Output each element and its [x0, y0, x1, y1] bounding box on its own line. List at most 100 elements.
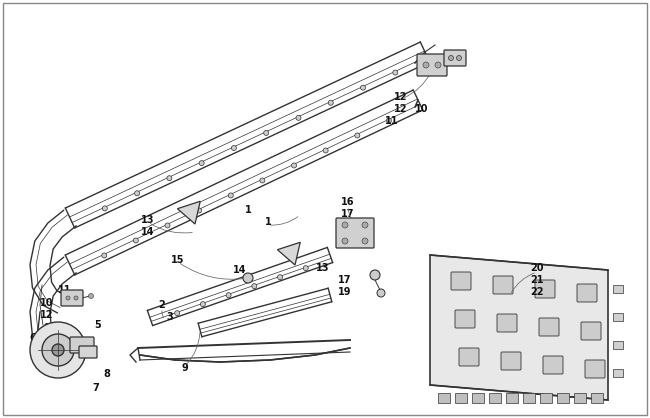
Circle shape	[243, 273, 253, 283]
Circle shape	[88, 293, 94, 298]
FancyBboxPatch shape	[79, 346, 97, 358]
Circle shape	[296, 115, 301, 120]
Text: 16: 16	[341, 197, 355, 207]
Circle shape	[370, 270, 380, 280]
Text: 11: 11	[58, 285, 72, 295]
Circle shape	[135, 191, 140, 196]
Bar	[523, 393, 535, 403]
Circle shape	[102, 206, 107, 211]
Circle shape	[328, 100, 333, 105]
FancyBboxPatch shape	[455, 310, 475, 328]
Bar	[472, 393, 484, 403]
FancyBboxPatch shape	[585, 360, 605, 378]
Text: 4: 4	[75, 340, 81, 350]
Circle shape	[66, 296, 70, 300]
FancyBboxPatch shape	[539, 318, 559, 336]
FancyBboxPatch shape	[61, 290, 83, 306]
Circle shape	[362, 238, 368, 244]
Text: 8: 8	[103, 369, 111, 379]
FancyBboxPatch shape	[501, 352, 521, 370]
FancyBboxPatch shape	[336, 218, 374, 248]
Text: 3: 3	[166, 312, 174, 322]
Text: 12: 12	[395, 92, 408, 102]
Circle shape	[377, 289, 385, 297]
FancyBboxPatch shape	[497, 314, 517, 332]
Bar	[613, 341, 623, 349]
Bar	[540, 393, 552, 403]
Circle shape	[52, 344, 64, 356]
Circle shape	[342, 238, 348, 244]
Text: 6: 6	[30, 333, 36, 343]
Text: 2: 2	[159, 300, 165, 310]
Text: 12: 12	[395, 104, 408, 114]
Text: 7: 7	[92, 383, 99, 393]
Circle shape	[30, 322, 86, 378]
Circle shape	[278, 275, 283, 280]
Bar	[438, 393, 450, 403]
Circle shape	[355, 133, 360, 138]
Text: 13: 13	[141, 215, 155, 225]
Circle shape	[361, 85, 365, 90]
Circle shape	[199, 161, 204, 166]
Text: 17: 17	[338, 275, 352, 285]
FancyBboxPatch shape	[459, 348, 479, 366]
Text: 5: 5	[95, 320, 101, 330]
Text: 10: 10	[40, 298, 54, 308]
Bar	[455, 393, 467, 403]
FancyBboxPatch shape	[444, 50, 466, 66]
Bar	[506, 393, 518, 403]
Polygon shape	[278, 242, 300, 265]
Text: 19: 19	[338, 287, 352, 297]
Circle shape	[42, 334, 74, 366]
Circle shape	[362, 222, 368, 228]
Text: 9: 9	[181, 363, 188, 373]
Text: 15: 15	[171, 255, 185, 265]
Circle shape	[102, 253, 107, 258]
Circle shape	[393, 70, 398, 75]
Text: 18: 18	[341, 221, 355, 231]
Circle shape	[423, 62, 429, 68]
Polygon shape	[177, 201, 200, 224]
FancyBboxPatch shape	[417, 54, 447, 76]
FancyBboxPatch shape	[493, 276, 513, 294]
Circle shape	[260, 178, 265, 183]
Circle shape	[387, 118, 391, 123]
Text: 21: 21	[530, 275, 544, 285]
Bar	[591, 393, 603, 403]
Circle shape	[197, 208, 202, 213]
Circle shape	[226, 293, 231, 298]
Circle shape	[74, 296, 78, 300]
Text: 12: 12	[40, 310, 54, 320]
Circle shape	[304, 266, 308, 270]
Text: 10: 10	[415, 104, 429, 114]
Text: 1: 1	[244, 205, 252, 215]
Bar	[557, 393, 569, 403]
Text: 22: 22	[530, 287, 544, 297]
Circle shape	[448, 56, 454, 61]
Circle shape	[342, 222, 348, 228]
Bar	[613, 285, 623, 293]
Bar	[489, 393, 501, 403]
Polygon shape	[430, 255, 608, 400]
Text: 13: 13	[317, 263, 330, 273]
FancyBboxPatch shape	[577, 284, 597, 302]
Text: 14: 14	[141, 227, 155, 237]
Text: 9: 9	[44, 323, 51, 333]
Circle shape	[456, 56, 461, 61]
FancyBboxPatch shape	[70, 337, 94, 353]
Circle shape	[175, 311, 179, 316]
FancyBboxPatch shape	[451, 272, 471, 290]
Text: 1: 1	[265, 217, 272, 227]
Text: 17: 17	[341, 209, 355, 219]
FancyBboxPatch shape	[543, 356, 563, 374]
Text: 3: 3	[79, 353, 85, 363]
Circle shape	[323, 148, 328, 153]
Circle shape	[252, 284, 257, 289]
FancyBboxPatch shape	[581, 322, 601, 340]
Circle shape	[228, 193, 233, 198]
FancyBboxPatch shape	[535, 280, 555, 298]
Text: 14: 14	[233, 265, 247, 275]
Circle shape	[231, 145, 237, 150]
Bar	[613, 369, 623, 377]
Circle shape	[167, 176, 172, 181]
